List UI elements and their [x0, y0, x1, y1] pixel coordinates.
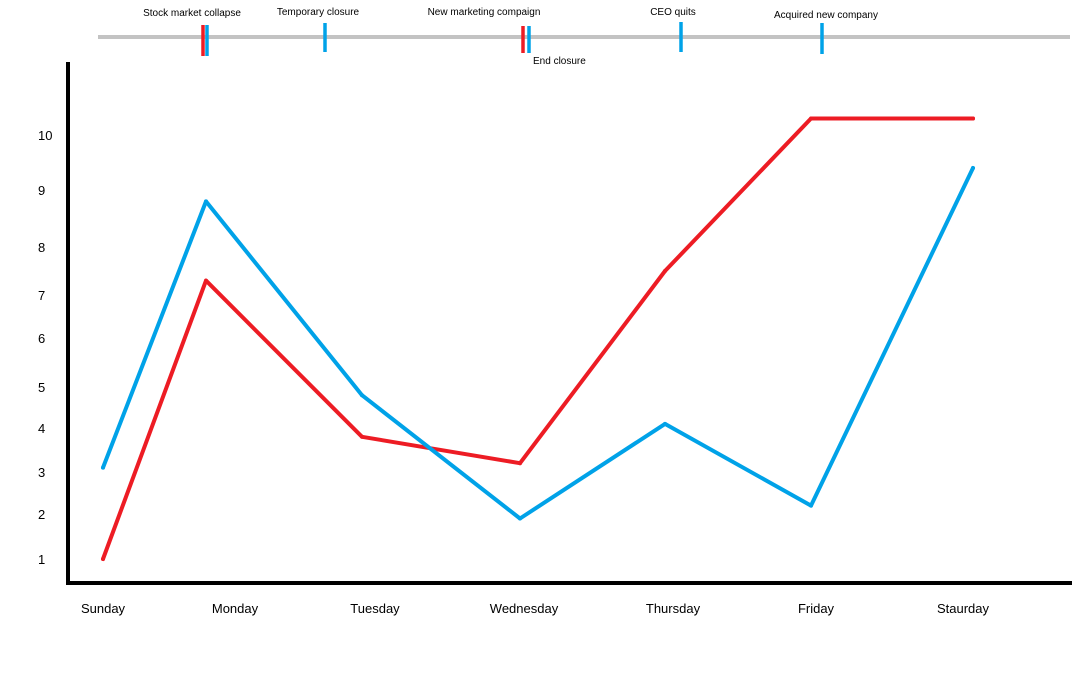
series-1-point — [518, 461, 522, 466]
y-tick-label: 10 — [38, 128, 52, 143]
x-tick-label: Thursday — [646, 601, 701, 616]
chart-axes — [66, 62, 1072, 585]
x-tick-label: Tuesday — [350, 601, 400, 616]
series-1-point — [971, 116, 975, 121]
series-1-point — [204, 278, 208, 283]
y-tick-label: 4 — [38, 421, 45, 436]
series-2-point — [518, 516, 522, 521]
x-tick-labels: Sunday Monday Tuesday Wednesday Thursday Frid… — [81, 601, 990, 616]
y-tick-label: 2 — [38, 507, 45, 522]
x-tick-label: Wednesday — [490, 601, 559, 616]
series-line-2 — [101, 166, 975, 521]
timeline-event-label: End closure — [533, 56, 586, 67]
timeline-event-label: Temporary closure — [277, 7, 360, 18]
timeline-event-label: Acquired new company — [774, 10, 878, 21]
series-2-point — [204, 199, 208, 204]
x-tick-label: Monday — [212, 601, 259, 616]
series-line-1 — [101, 116, 975, 561]
series-1-point — [809, 116, 813, 121]
y-tick-label: 6 — [38, 331, 45, 346]
x-tick-label: Friday — [798, 601, 835, 616]
y-tick-label: 3 — [38, 465, 45, 480]
timeline-event-label: CEO quits — [650, 7, 696, 18]
timeline-event-label: New marketing compaign — [428, 7, 541, 18]
y-tick-label: 9 — [38, 183, 45, 198]
y-tick-label: 1 — [38, 552, 45, 567]
series-2-point — [663, 421, 667, 426]
series-1-point — [101, 557, 105, 561]
x-tick-label: Sunday — [81, 601, 126, 616]
event-timeline: Stock market collapse Temporary closure Ne… — [98, 7, 1070, 67]
series-lines — [101, 116, 975, 561]
y-tick-label: 5 — [38, 380, 45, 395]
timeline-event-label: Stock market collapse — [143, 8, 241, 19]
series-1-point — [360, 434, 364, 439]
series-2-point — [101, 465, 105, 470]
series-1-point — [663, 269, 667, 273]
series-2-point — [809, 503, 813, 508]
y-tick-labels: 1 2 3 4 5 6 7 8 9 10 — [38, 128, 52, 567]
series-2-point — [360, 393, 364, 398]
y-tick-label: 8 — [38, 240, 45, 255]
y-tick-label: 7 — [38, 288, 45, 303]
x-tick-label: Staurday — [937, 601, 990, 616]
series-2-point — [971, 166, 975, 170]
